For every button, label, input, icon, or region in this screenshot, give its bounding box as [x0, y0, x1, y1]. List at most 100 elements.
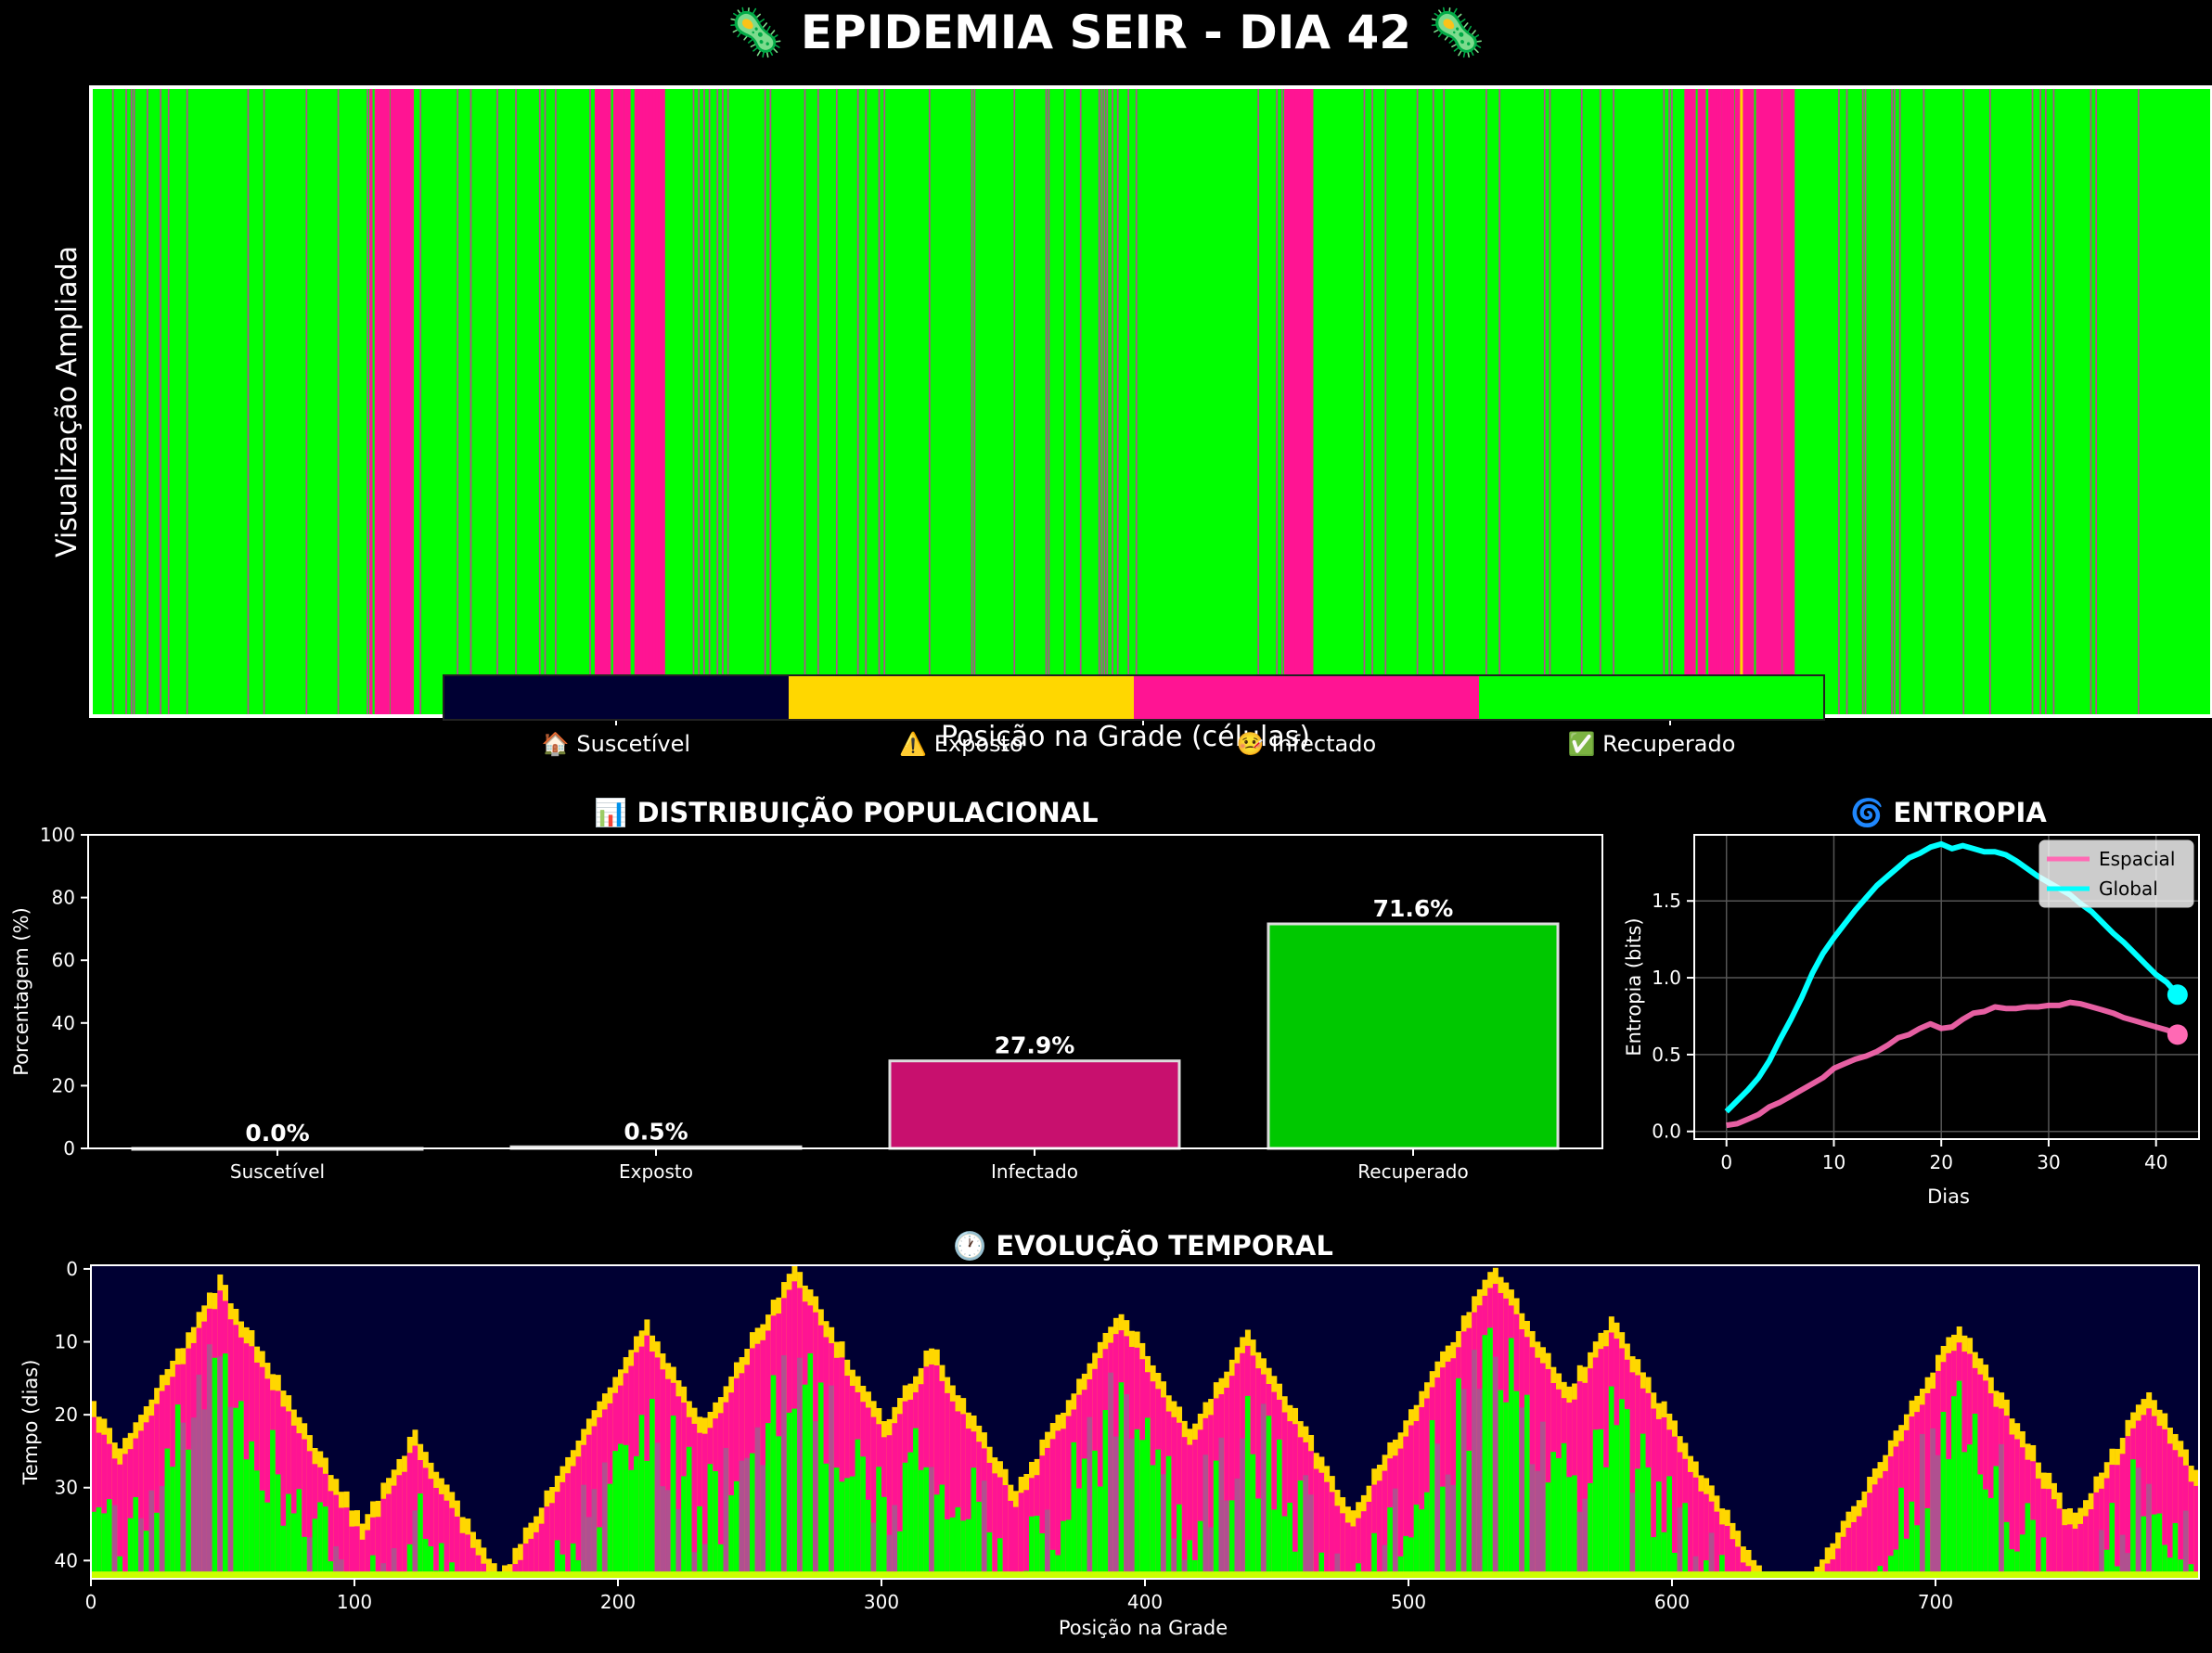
temporal-infectado	[1076, 1394, 1083, 1579]
temporal-infectado	[1651, 1408, 1657, 1579]
temporal-recuperado	[1092, 1450, 1099, 1579]
temporal-infectado	[96, 1432, 102, 1579]
temporal-infectado	[2067, 1524, 2073, 1579]
temporal-infectado	[2156, 1426, 2163, 1579]
top-cell-infectado	[133, 87, 135, 716]
temporal-recuperado	[681, 1476, 688, 1579]
temporal-recuperado	[333, 1546, 340, 1579]
temporal-infectado	[1603, 1346, 1610, 1579]
top-xlabel: Posição na Grade (células)	[941, 721, 1310, 753]
temporal-infectado	[1018, 1493, 1024, 1579]
temporal-recuperado	[212, 1357, 218, 1579]
temporal-recuperado	[2182, 1510, 2189, 1579]
temporal-infectado	[1719, 1524, 1726, 1579]
temporal-recuperado	[1476, 1389, 1483, 1579]
temporal-infectado	[1983, 1380, 1989, 1579]
entropy-ytick-label: 1.0	[1652, 967, 1681, 989]
top-cell-infectado	[865, 87, 868, 716]
temporal-xlabel: Posição na Grade	[1059, 1617, 1228, 1639]
entropy-endpoint-global	[2167, 984, 2188, 1006]
top-cell-infectado	[1743, 87, 1748, 716]
top-cell-infectado	[1048, 87, 1050, 716]
temporal-xtick-label: 400	[1127, 1591, 1163, 1613]
top-cell-infectado	[419, 87, 422, 716]
temporal-recuperado	[270, 1429, 276, 1579]
temporal-recuperado	[770, 1375, 777, 1579]
bar-frame	[87, 834, 1603, 1149]
temporal-recuperado	[649, 1398, 656, 1579]
temporal-recuperado	[618, 1443, 624, 1579]
top-cell-infectado	[160, 87, 162, 716]
temporal-infectado	[469, 1547, 476, 1579]
temporal-recuperado	[101, 1513, 108, 1579]
temporal-recuperado	[2003, 1521, 2010, 1579]
temporal-recuperado	[1545, 1482, 1551, 1579]
temporal-exposto	[491, 1563, 497, 1579]
top-cell-infectado	[305, 87, 308, 716]
temporal-infectado	[1181, 1437, 1188, 1579]
legend-swatch-infectado	[1134, 675, 1479, 720]
temporal-recuperado	[833, 1467, 840, 1579]
temporal-infectado	[465, 1534, 471, 1579]
temporal-infectado	[2178, 1456, 2184, 1579]
temporal-recuperado	[201, 1409, 208, 1579]
top-cell-infectado	[1013, 87, 1016, 716]
bar-ylabel: Porcentagem (%)	[10, 907, 32, 1076]
temporal-recuperado	[180, 1422, 186, 1579]
top-cell-infectado	[1750, 87, 1755, 716]
temporal-infectado	[2119, 1454, 2126, 1579]
temporal-recuperado	[829, 1385, 835, 1579]
top-cell-infectado	[1112, 87, 1113, 716]
temporal-recuperado	[691, 1552, 698, 1579]
temporal-recuperado	[929, 1467, 935, 1579]
temporal-infectado	[865, 1407, 871, 1579]
temporal-infectado	[101, 1434, 108, 1579]
temporal-infectado	[2115, 1465, 2121, 1579]
temporal-infectado	[1013, 1506, 1019, 1579]
temporal-recuperado	[322, 1506, 328, 1579]
temporal-infectado	[1692, 1477, 1699, 1579]
temporal-infectado	[1835, 1548, 1842, 1579]
top-cell-infectado	[626, 87, 631, 716]
temporal-infectado	[459, 1532, 466, 1579]
top-cell-infectado	[186, 87, 188, 716]
temporal-exposto	[1751, 1559, 1757, 1579]
temporal-infectado	[1324, 1481, 1331, 1579]
temporal-infectado	[1366, 1501, 1372, 1579]
temporal-recuperado	[960, 1520, 967, 1579]
temporal-infectado	[1197, 1429, 1203, 1579]
temporal-infectado	[444, 1500, 450, 1579]
temporal-infectado	[1192, 1439, 1199, 1579]
temporal-infectado	[2046, 1489, 2052, 1579]
top-cell-infectado	[125, 87, 127, 716]
temporal-recuperado	[1134, 1429, 1140, 1579]
temporal-infectado	[1445, 1361, 1451, 1579]
temporal-infectado	[1424, 1398, 1431, 1579]
temporal-infectado	[117, 1464, 123, 1579]
top-cell-infectado	[1718, 87, 1722, 716]
top-cell-infectado	[263, 87, 265, 716]
temporal-ticks: 0 100 200 300 400 500 600 700 0 10 20 30 40	[55, 1258, 1954, 1613]
temporal-recuperado	[1445, 1474, 1451, 1579]
top-cell-infectado	[856, 87, 859, 716]
temporal-recuperado	[597, 1527, 603, 1579]
temporal-recuperado	[259, 1490, 265, 1579]
temporal-recuperado	[2178, 1559, 2184, 1579]
temporal-infectado	[1629, 1372, 1636, 1579]
temporal-recuperado	[1356, 1563, 1362, 1579]
top-cell-infectado	[1063, 87, 1066, 716]
temporal-xtick-label: 500	[1391, 1591, 1426, 1613]
temporal-recuperado	[849, 1476, 855, 1579]
top-cell-infectado	[398, 87, 405, 716]
top-cell-infectado	[1721, 87, 1726, 716]
temporal-infectado	[570, 1466, 576, 1579]
top-cell-infectado	[1710, 87, 1717, 716]
entropy-frame	[1693, 834, 2200, 1140]
temporal-infectado	[823, 1337, 830, 1579]
temporal-infectado	[522, 1543, 529, 1579]
top-cell-infectado	[716, 87, 719, 716]
temporal-recuperado	[238, 1401, 245, 1579]
bar-3	[1267, 922, 1560, 1150]
temporal-infectado	[2172, 1450, 2179, 1579]
entropy-ylabel: Entropia (bits)	[1623, 917, 1645, 1056]
